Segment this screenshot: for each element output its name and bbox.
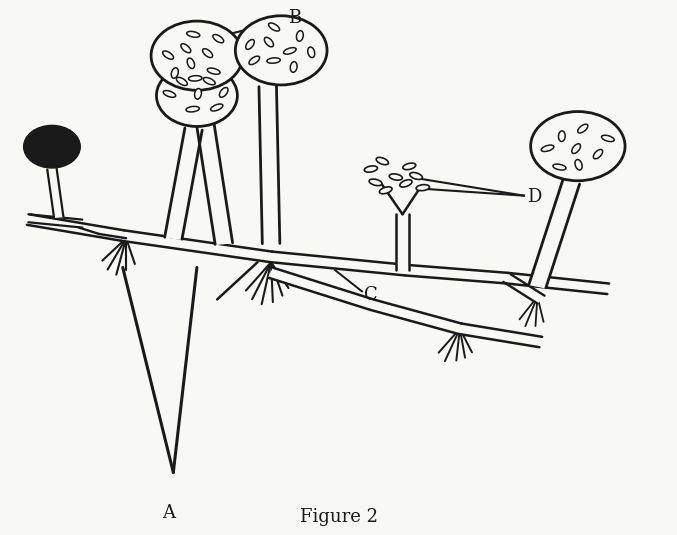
Ellipse shape (211, 104, 223, 111)
Ellipse shape (369, 179, 382, 186)
Ellipse shape (181, 44, 191, 53)
Ellipse shape (207, 68, 220, 74)
Ellipse shape (531, 112, 625, 181)
Ellipse shape (156, 65, 238, 126)
Polygon shape (396, 215, 410, 270)
Ellipse shape (601, 135, 614, 142)
Ellipse shape (389, 174, 402, 180)
Polygon shape (269, 268, 374, 310)
Ellipse shape (297, 30, 303, 41)
Ellipse shape (203, 78, 215, 85)
Ellipse shape (202, 49, 213, 58)
Polygon shape (27, 215, 124, 241)
Polygon shape (529, 181, 580, 288)
Polygon shape (122, 231, 272, 262)
Polygon shape (458, 324, 542, 347)
Polygon shape (370, 300, 462, 334)
Ellipse shape (187, 58, 194, 68)
Ellipse shape (379, 187, 392, 194)
Ellipse shape (572, 144, 580, 154)
Ellipse shape (267, 58, 280, 63)
Ellipse shape (400, 180, 412, 187)
Ellipse shape (186, 106, 199, 112)
Polygon shape (259, 87, 280, 243)
Ellipse shape (403, 163, 416, 170)
Ellipse shape (559, 131, 565, 141)
Ellipse shape (188, 75, 202, 81)
Text: Figure 2: Figure 2 (299, 508, 378, 525)
Ellipse shape (236, 16, 327, 85)
Ellipse shape (553, 164, 566, 170)
Ellipse shape (364, 166, 378, 172)
Polygon shape (192, 91, 233, 244)
Ellipse shape (541, 145, 554, 151)
Ellipse shape (194, 88, 202, 99)
Ellipse shape (308, 47, 315, 58)
Ellipse shape (290, 62, 297, 72)
Polygon shape (165, 128, 202, 239)
Ellipse shape (593, 149, 603, 159)
Ellipse shape (177, 78, 188, 86)
Ellipse shape (284, 48, 296, 54)
Ellipse shape (163, 90, 175, 97)
Ellipse shape (24, 125, 81, 168)
Ellipse shape (187, 32, 200, 37)
Ellipse shape (410, 172, 422, 179)
Ellipse shape (151, 21, 243, 90)
Polygon shape (506, 273, 609, 294)
Ellipse shape (376, 157, 389, 165)
Ellipse shape (416, 185, 429, 190)
Polygon shape (503, 274, 544, 303)
Ellipse shape (269, 23, 280, 31)
Ellipse shape (213, 34, 223, 43)
Ellipse shape (162, 51, 173, 59)
Polygon shape (47, 169, 64, 217)
Text: A: A (162, 505, 175, 522)
Ellipse shape (246, 40, 255, 49)
Ellipse shape (577, 124, 588, 133)
Text: C: C (364, 286, 378, 304)
Ellipse shape (575, 159, 582, 170)
Polygon shape (406, 265, 508, 284)
Ellipse shape (249, 56, 259, 65)
Ellipse shape (219, 88, 228, 97)
Text: B: B (288, 10, 301, 27)
Ellipse shape (264, 37, 274, 47)
Text: D: D (527, 188, 541, 207)
Polygon shape (270, 251, 407, 276)
Ellipse shape (171, 68, 178, 78)
